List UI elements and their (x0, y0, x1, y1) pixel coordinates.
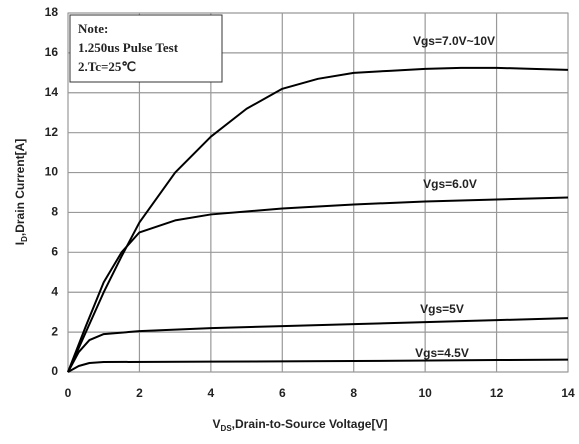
x-tick-label: 2 (136, 386, 143, 400)
x-tick-label: 4 (208, 386, 215, 400)
note-line: 2.Tc=25℃ (78, 59, 136, 74)
x-tick-label: 10 (418, 386, 432, 400)
y-tick-label: 8 (51, 205, 58, 219)
curve (67, 317, 569, 373)
y-axis-label: ID,Drain Current[A] (13, 139, 29, 245)
x-tick-label: 0 (65, 386, 72, 400)
series-label: Vgs=6.0V (423, 177, 477, 191)
note-line: 1.250us Pulse Test (78, 40, 179, 55)
y-tick-label: 2 (51, 324, 58, 338)
series-label: Vgs=5V (420, 302, 464, 316)
y-tick-label: 14 (45, 85, 59, 99)
curve (67, 358, 569, 373)
note-line: Note: (78, 21, 108, 36)
series-label: Vgs=7.0V~10V (413, 34, 495, 48)
y-tick-label: 18 (45, 5, 59, 19)
y-tick-label: 6 (51, 245, 58, 259)
x-axis-label: VDS,Drain-to-Source Voltage[V] (213, 417, 388, 433)
note-box (69, 14, 223, 83)
y-tick-label: 4 (51, 284, 58, 298)
series-label: Vgs=4.5V (415, 346, 469, 360)
curve (67, 66, 569, 373)
y-tick-label: 10 (45, 165, 59, 179)
x-tick-label: 8 (350, 386, 357, 400)
x-tick-label: 12 (490, 386, 504, 400)
y-tick-label: 12 (45, 125, 59, 139)
x-tick-label: 14 (561, 386, 575, 400)
x-tick-label: 6 (279, 386, 286, 400)
y-tick-label: 16 (45, 45, 59, 59)
curve (67, 196, 569, 373)
y-tick-label: 0 (51, 364, 58, 378)
